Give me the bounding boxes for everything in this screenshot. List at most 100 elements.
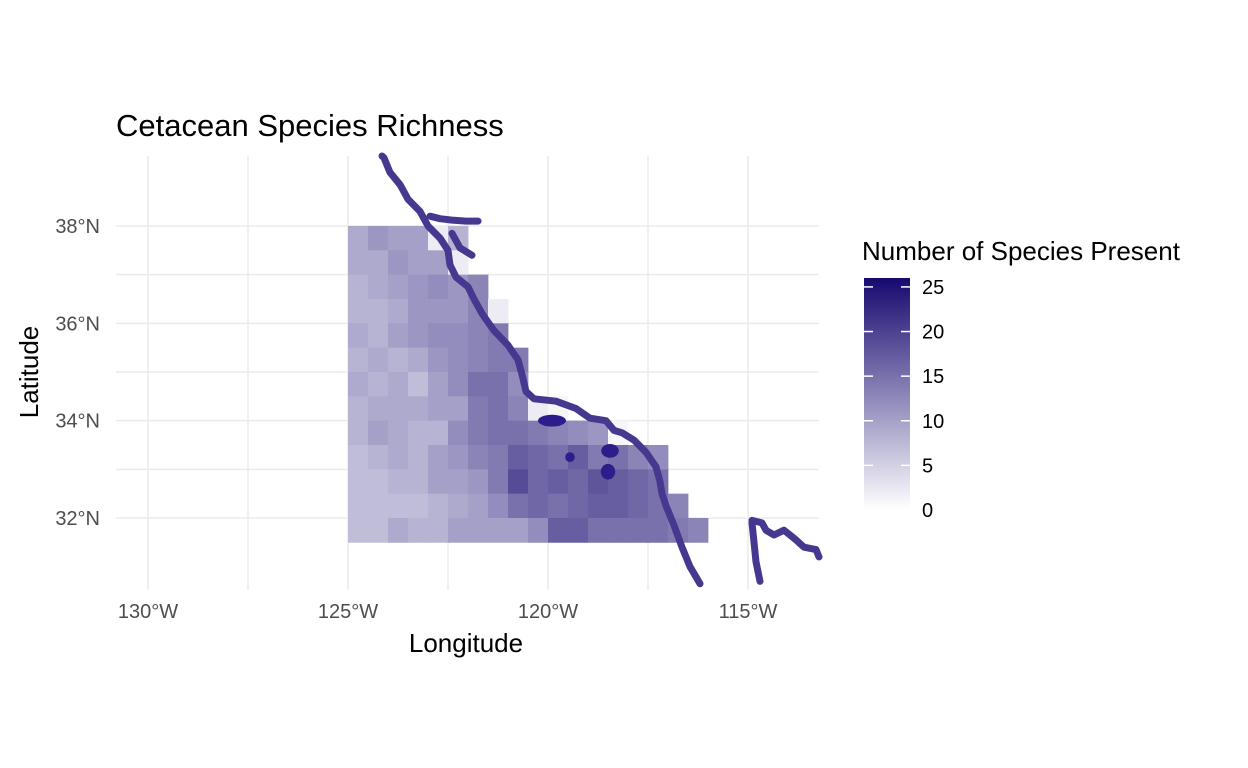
richness-cell bbox=[428, 347, 449, 373]
richness-cell bbox=[588, 493, 609, 519]
richness-cell bbox=[428, 518, 449, 543]
richness-cell bbox=[468, 396, 489, 422]
richness-cell bbox=[428, 250, 449, 276]
richness-cell bbox=[368, 444, 389, 470]
plot-area bbox=[116, 152, 823, 590]
richness-cell bbox=[348, 250, 369, 276]
richness-cell bbox=[368, 518, 389, 543]
richness-cell bbox=[528, 420, 549, 446]
richness-cell bbox=[388, 250, 409, 276]
x-tick-label: 120°W bbox=[518, 601, 578, 623]
richness-cell bbox=[468, 444, 489, 470]
richness-cell bbox=[668, 493, 689, 519]
coastline-segment bbox=[378, 152, 704, 588]
richness-cell bbox=[428, 420, 449, 446]
richness-cell bbox=[408, 274, 429, 300]
richness-cell bbox=[548, 469, 569, 495]
coastline-segment bbox=[426, 212, 482, 225]
richness-cell bbox=[428, 298, 449, 324]
richness-cell bbox=[368, 323, 389, 349]
richness-cell bbox=[388, 323, 409, 349]
richness-cell bbox=[448, 396, 469, 422]
richness-cell bbox=[448, 420, 469, 446]
richness-cell bbox=[408, 469, 429, 495]
richness-cell bbox=[488, 420, 509, 446]
richness-cell bbox=[368, 250, 389, 276]
richness-cell bbox=[348, 420, 369, 446]
richness-cell bbox=[528, 469, 549, 495]
richness-cell bbox=[428, 396, 449, 422]
richness-cell bbox=[368, 396, 389, 422]
richness-cell bbox=[448, 371, 469, 397]
richness-cell bbox=[468, 323, 489, 349]
richness-cell bbox=[348, 298, 369, 324]
richness-cell bbox=[388, 518, 409, 543]
richness-cell bbox=[348, 347, 369, 373]
richness-cell bbox=[428, 493, 449, 519]
richness-cell bbox=[388, 347, 409, 373]
richness-cell bbox=[408, 225, 429, 251]
richness-cell bbox=[348, 444, 369, 470]
richness-cell bbox=[468, 347, 489, 373]
richness-cell bbox=[508, 493, 529, 519]
richness-cell bbox=[368, 371, 389, 397]
richness-cell bbox=[468, 371, 489, 397]
y-tick-label: 36°N bbox=[55, 313, 100, 335]
island bbox=[600, 463, 616, 480]
richness-cell bbox=[488, 518, 509, 543]
richness-cell bbox=[588, 420, 609, 446]
richness-cell bbox=[388, 298, 409, 324]
x-tick-label: 130°W bbox=[118, 601, 178, 623]
richness-cell bbox=[568, 420, 589, 446]
richness-cell bbox=[488, 469, 509, 495]
legend-label: 0 bbox=[922, 500, 933, 522]
richness-cell bbox=[448, 518, 469, 543]
richness-cell bbox=[348, 225, 369, 251]
richness-cell bbox=[488, 396, 509, 422]
y-axis-title: Latitude bbox=[14, 326, 44, 419]
legend: Number of Species Present 0 5 10 15 20 25 bbox=[862, 236, 1181, 522]
richness-cell bbox=[408, 371, 429, 397]
islands bbox=[538, 414, 619, 480]
richness-cell bbox=[448, 298, 469, 324]
x-tick-label: 125°W bbox=[318, 601, 378, 623]
richness-cell bbox=[388, 469, 409, 495]
richness-cell bbox=[468, 420, 489, 446]
richness-cell bbox=[548, 518, 569, 543]
richness-cell bbox=[348, 469, 369, 495]
richness-cell bbox=[568, 493, 589, 519]
richness-cell bbox=[548, 420, 569, 446]
richness-cell bbox=[348, 493, 369, 519]
richness-cell bbox=[588, 518, 609, 543]
richness-cell bbox=[488, 298, 509, 324]
richness-cell bbox=[448, 493, 469, 519]
richness-cell bbox=[488, 371, 509, 397]
richness-cell bbox=[408, 444, 429, 470]
richness-cell bbox=[408, 493, 429, 519]
legend-label: 5 bbox=[922, 455, 933, 477]
richness-cell bbox=[548, 444, 569, 470]
richness-cell bbox=[408, 420, 429, 446]
island bbox=[565, 452, 575, 463]
richness-cell bbox=[608, 493, 629, 519]
richness-cell bbox=[568, 518, 589, 543]
richness-cell bbox=[628, 518, 649, 543]
richness-cell bbox=[368, 493, 389, 519]
x-axis-ticks: 130°W 125°W 120°W 115°W bbox=[118, 601, 778, 623]
richness-cell bbox=[428, 469, 449, 495]
coastline-segment bbox=[448, 229, 476, 259]
richness-cell bbox=[428, 323, 449, 349]
coastline-segment bbox=[748, 519, 764, 585]
richness-cell bbox=[408, 250, 429, 276]
richness-cell bbox=[488, 493, 509, 519]
richness-cell bbox=[348, 396, 369, 422]
richness-cell bbox=[368, 347, 389, 373]
richness-cell bbox=[448, 323, 469, 349]
y-tick-label: 34°N bbox=[55, 411, 100, 433]
richness-cell bbox=[468, 518, 489, 543]
richness-cell bbox=[488, 444, 509, 470]
richness-cell bbox=[348, 274, 369, 300]
richness-cell bbox=[428, 274, 449, 300]
chart-title: Cetacean Species Richness bbox=[116, 108, 504, 143]
richness-cell bbox=[388, 396, 409, 422]
